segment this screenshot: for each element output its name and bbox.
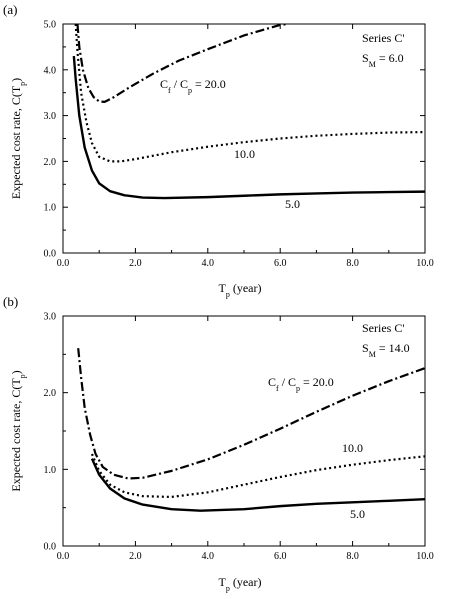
annotation-text: Series C' [362,31,405,45]
panel-label: (a) [3,2,17,17]
plot-frame [62,23,426,254]
x-tick-label: 10.0 [416,258,434,269]
x-tick-label: 8.0 [346,258,359,269]
y-axis-label: Expected cost rate, C(Tp) [9,78,27,199]
x-tick-label: 4.0 [202,551,215,562]
series-label: 5.0 [285,197,300,211]
series-line-dotted [90,453,425,499]
x-tick-label: 2.0 [129,258,142,269]
annotation-text: SM = 14.0 [362,341,410,359]
panel-label: (b) [3,294,18,309]
series-line-dashdot [77,348,425,480]
x-tick-label: 2.0 [129,551,142,562]
y-tick-label: 5.0 [44,20,57,31]
annotation-text: SM = 6.0 [362,51,404,69]
x-tick-label: 6.0 [274,551,287,562]
x-tick-label: 4.0 [202,258,215,269]
y-tick-label: 1.0 [44,203,57,214]
x-tick-label: 0.0 [57,551,70,562]
y-tick-label: 3.0 [44,111,57,122]
annotation-text: Series C' [362,321,405,335]
y-tick-label: 2.0 [44,388,57,399]
x-tick-label: 6.0 [274,258,287,269]
y-tick-label: 0.0 [44,249,57,260]
y-tick-label: 2.0 [44,157,57,168]
x-tick-label: 8.0 [346,551,359,562]
y-tick-label: 4.0 [44,65,57,76]
y-tick-label: 1.0 [44,465,57,476]
chart-panel-b: (b) 0.0 2.0 4.0 6.0 8.0 10.0 0.0 1.0 2.0 3.0 Tp (ye… [3,294,434,593]
series-label: 10.0 [234,147,255,161]
x-axis-label: Tp (year) [219,575,262,593]
y-tick-label: 3.0 [44,312,57,323]
y-tick-label: 0.0 [44,542,57,553]
series-label: 5.0 [350,507,365,521]
series-line-dashdot [76,24,288,103]
chart-panel-a: (a) 0.0 2.0 4.0 6.0 8.0 10.0 0.0 1.0 2.0 3.0 4.0 5.0… [3,2,434,299]
x-axis-label: Tp (year) [219,281,262,299]
x-tick-label: 0.0 [57,258,70,269]
series-label: Cf / Cp = 20.0 [160,77,226,95]
series-label: 10.0 [342,441,363,455]
x-tick-label: 10.0 [416,551,434,562]
series-line-solid [72,55,425,200]
y-axis-label: Expected cost rate, C(Tp) [9,370,27,491]
series-label: Cf / Cp = 20.0 [268,375,334,393]
series-line-solid [90,458,425,512]
